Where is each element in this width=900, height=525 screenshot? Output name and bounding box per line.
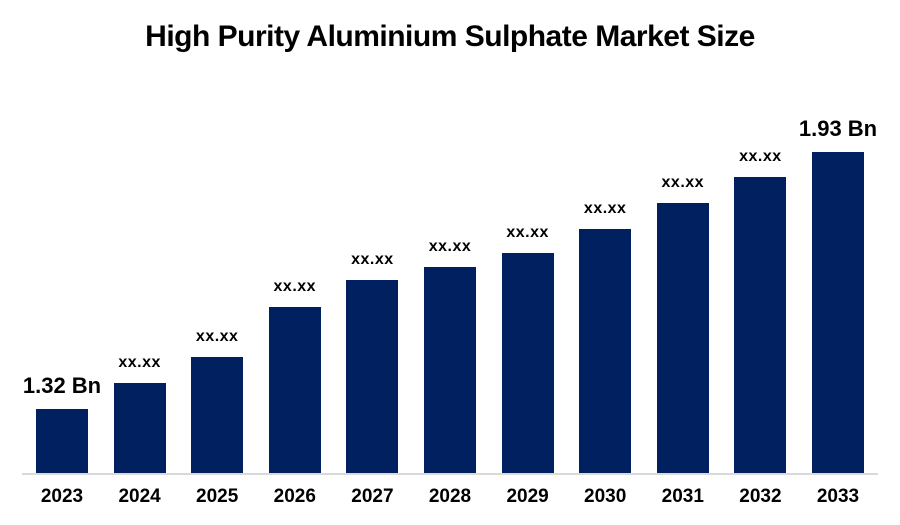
x-tick-2024: 2024	[118, 486, 161, 507]
bar-2030	[579, 229, 632, 473]
value-label-2027: xx.xx	[351, 251, 394, 268]
bar-2023	[36, 409, 88, 473]
value-label-2025: xx.xx	[195, 328, 239, 345]
x-tick-2026: 2026	[273, 486, 316, 507]
chart-title: High Purity Aluminium Sulphate Market Si…	[145, 20, 755, 53]
x-tick-2032: 2032	[739, 486, 782, 507]
x-tick-2033: 2033	[816, 486, 860, 507]
value-label-2031: xx.xx	[661, 174, 705, 191]
bar-2024	[113, 383, 166, 473]
value-label-2032: xx.xx	[739, 148, 782, 165]
bar-2026	[268, 307, 321, 473]
bar-2028	[424, 267, 476, 473]
value-label-2026: xx.xx	[273, 278, 317, 295]
value-label-2030: xx.xx	[583, 200, 627, 217]
bar-2029	[501, 253, 554, 473]
x-tick-2028: 2028	[428, 486, 472, 507]
value-label-2024: xx.xx	[118, 354, 161, 371]
x-tick-2031: 2031	[661, 486, 704, 507]
bar-2027	[346, 280, 399, 473]
x-tick-2023: 2023	[40, 486, 84, 507]
bar-2032	[734, 177, 787, 473]
value-label-2033: 1.93 Bn	[798, 116, 878, 141]
bar-2033	[812, 152, 864, 473]
value-label-2028: xx.xx	[428, 238, 472, 255]
x-tick-2029: 2029	[506, 486, 549, 507]
x-tick-2025: 2025	[196, 486, 239, 507]
value-label-2029: xx.xx	[506, 224, 549, 241]
x-axis-line	[22, 473, 878, 475]
value-label-2023: 1.32 Bn	[22, 373, 102, 398]
bar-2025	[191, 357, 244, 473]
bar-2031	[656, 203, 709, 473]
x-tick-2027: 2027	[351, 486, 394, 507]
x-tick-2030: 2030	[584, 486, 627, 507]
